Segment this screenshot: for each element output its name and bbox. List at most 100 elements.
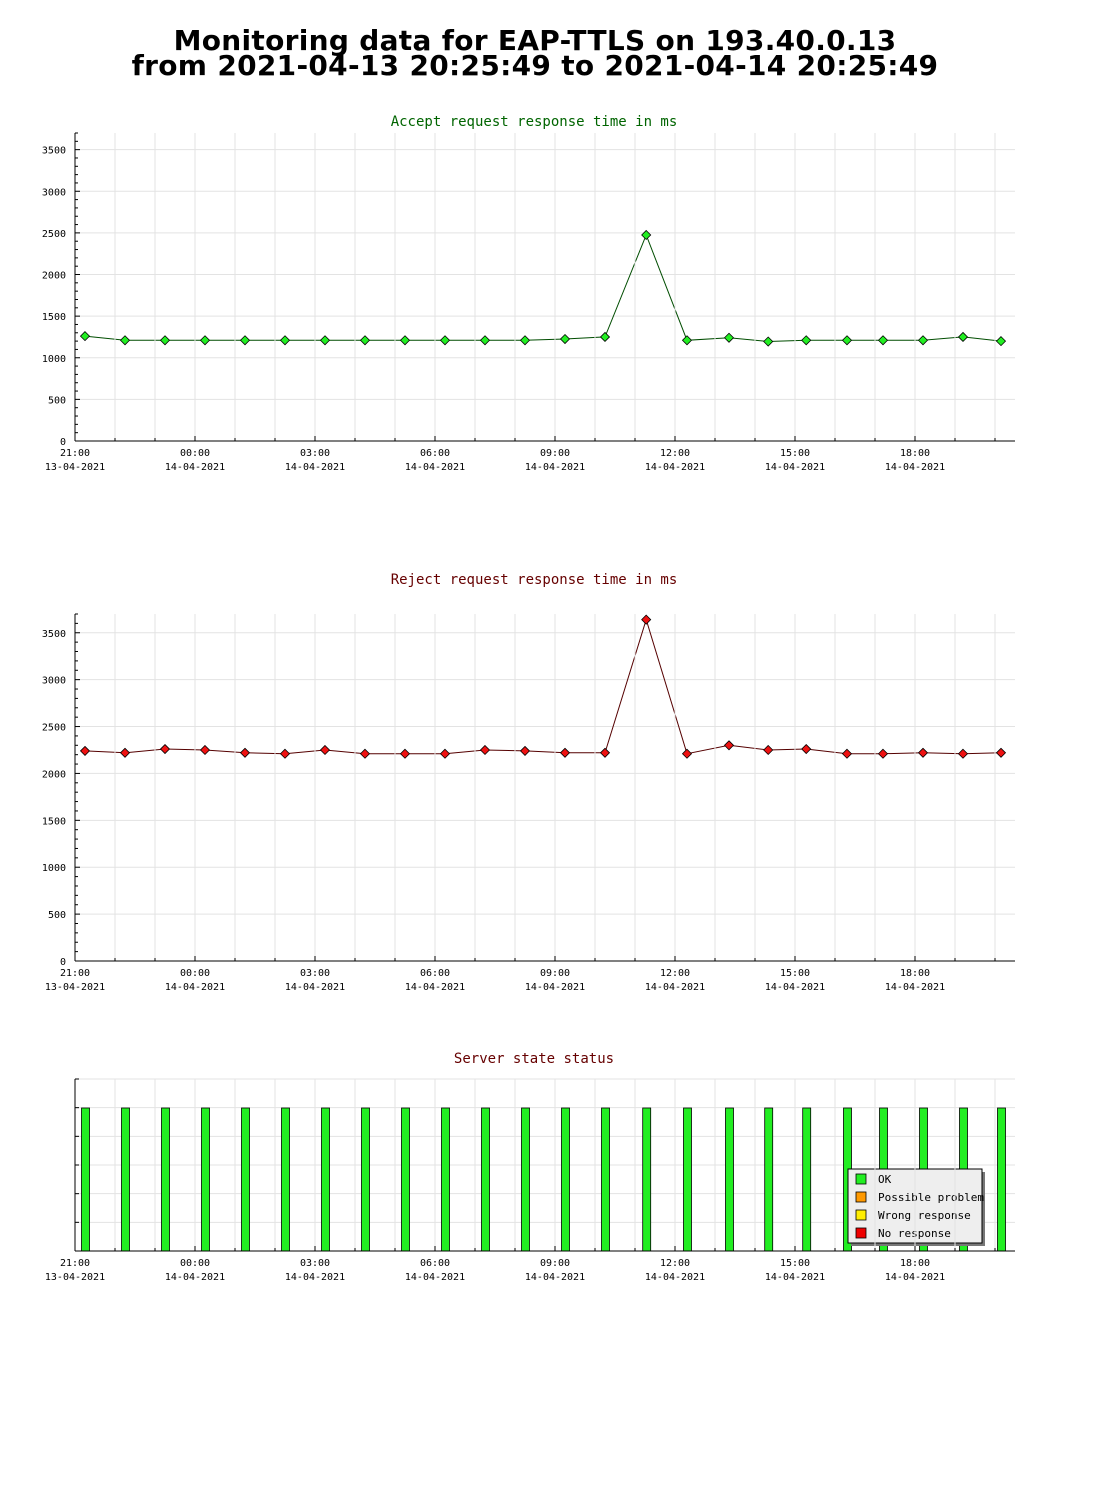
status-bar — [401, 1107, 410, 1252]
x-tick-label-date: 14-04-2021 — [405, 982, 465, 993]
x-tick-label-date: 14-04-2021 — [525, 1272, 585, 1283]
x-tick-label-date: 13-04-2021 — [45, 982, 105, 993]
status-bar — [764, 1107, 774, 1252]
y-tick-label: 2000 — [42, 271, 66, 282]
y-tick-label: 2500 — [42, 229, 66, 240]
y-tick-label: 0 — [60, 437, 66, 448]
chart-title: Reject request response time in ms — [391, 572, 678, 588]
data-point — [995, 336, 1007, 347]
data-point — [763, 336, 774, 347]
y-tick-label: 3500 — [42, 146, 66, 157]
legend-label: No response — [878, 1227, 951, 1240]
status-bar — [361, 1107, 370, 1252]
page-title-line2: from 2021-04-13 20:25:49 to 2021-04-14 2… — [131, 49, 939, 82]
y-tick-label: 2000 — [42, 769, 66, 780]
x-axis-2: 21:00 13-04-2021 00:00 14-04-2021 03:00 14-04… — [45, 1246, 1015, 1283]
x-axis-1: 21:00 13-04-2021 00:00 14-04-2021 03:00 14-04… — [45, 956, 1015, 993]
data-point — [723, 740, 735, 751]
status-bar — [997, 1107, 1006, 1252]
data-point — [841, 335, 853, 346]
chart-1: Reject request response time in ms 0 500 10… — [42, 572, 1015, 968]
data-point — [279, 335, 291, 346]
data-point — [723, 332, 735, 343]
x-tick-label-time: 12:00 — [660, 1258, 690, 1269]
x-tick-label-time: 12:00 — [660, 448, 690, 459]
series-line — [84, 617, 1002, 755]
x-tick-label-date: 14-04-2021 — [525, 982, 585, 993]
legend-label: Wrong response — [878, 1209, 971, 1222]
data-point — [159, 335, 171, 346]
y-tick-label: 500 — [48, 910, 66, 921]
status-bar — [683, 1107, 692, 1252]
data-point — [119, 335, 131, 346]
y-tick-label: 3000 — [42, 187, 66, 198]
data-point — [599, 331, 611, 343]
x-tick-label-date: 13-04-2021 — [45, 1272, 105, 1283]
status-bar — [481, 1107, 490, 1252]
status-bar — [441, 1107, 450, 1252]
legend-label: Possible problem — [878, 1191, 984, 1204]
y-tick-label: 2500 — [42, 723, 66, 734]
legend-swatch — [855, 1209, 867, 1221]
status-bar — [725, 1107, 734, 1252]
x-tick-label-time: 00:00 — [180, 1258, 210, 1269]
x-tick-label-time: 15:00 — [780, 968, 810, 979]
data-point — [159, 743, 171, 755]
x-tick-label-date: 13-04-2021 — [45, 462, 105, 473]
data-point — [119, 747, 131, 758]
x-tick-label-date: 14-04-2021 — [285, 1272, 345, 1283]
data-point — [79, 331, 91, 342]
chart-2: Server state status OK Possible problem Wro… — [74, 1051, 1015, 1252]
x-tick-label-date: 14-04-2021 — [525, 462, 585, 473]
data-point — [801, 335, 812, 346]
data-point — [519, 335, 531, 346]
x-tick-label-time: 06:00 — [420, 1258, 450, 1269]
x-tick-label-date: 14-04-2021 — [765, 982, 825, 993]
legend-swatch — [855, 1227, 867, 1239]
data-point — [519, 745, 531, 756]
data-point — [479, 744, 491, 756]
data-point — [239, 335, 251, 346]
x-tick-label-time: 15:00 — [780, 448, 810, 459]
x-tick-label-time: 03:00 — [300, 448, 330, 459]
data-point — [319, 744, 331, 756]
status-bar — [241, 1107, 250, 1252]
x-tick-label-time: 18:00 — [900, 1258, 930, 1269]
x-tick-label-time: 18:00 — [900, 448, 930, 459]
x-tick-label-date: 14-04-2021 — [165, 462, 225, 473]
data-point — [199, 744, 211, 756]
data-point — [957, 748, 969, 759]
x-tick-label-time: 00:00 — [180, 968, 210, 979]
data-point — [559, 333, 571, 345]
x-tick-label-date: 14-04-2021 — [765, 462, 825, 473]
data-point — [399, 335, 411, 346]
y-tick-label: 1500 — [42, 312, 66, 323]
data-point — [319, 335, 331, 346]
data-point — [79, 745, 91, 756]
data-point — [917, 747, 929, 758]
x-tick-label-time: 03:00 — [300, 968, 330, 979]
x-tick-label-time: 21:00 — [60, 1258, 90, 1269]
status-bar — [281, 1107, 290, 1252]
y-tick-label: 1000 — [42, 354, 66, 365]
data-point — [995, 747, 1007, 758]
data-point — [559, 747, 571, 758]
data-point — [681, 748, 693, 759]
x-tick-label-time: 06:00 — [420, 448, 450, 459]
x-tick-label-date: 14-04-2021 — [645, 462, 705, 473]
data-point — [957, 331, 969, 343]
status-bar — [802, 1107, 812, 1252]
y-tick-label: 1000 — [42, 863, 66, 874]
x-tick-label-date: 14-04-2021 — [165, 982, 225, 993]
x-tick-label-time: 09:00 — [540, 1258, 570, 1269]
data-point — [801, 743, 812, 755]
y-tick-label: 0 — [60, 957, 66, 968]
x-tick-label-time: 03:00 — [300, 1258, 330, 1269]
x-tick-label-time: 09:00 — [540, 968, 570, 979]
status-bar — [601, 1107, 610, 1252]
legend-label: OK — [878, 1173, 892, 1186]
data-point — [763, 744, 774, 756]
x-tick-label-date: 14-04-2021 — [645, 1272, 705, 1283]
status-bar — [642, 1107, 652, 1252]
chart-0: Accept request response time in ms 0 500 10… — [42, 114, 1015, 448]
